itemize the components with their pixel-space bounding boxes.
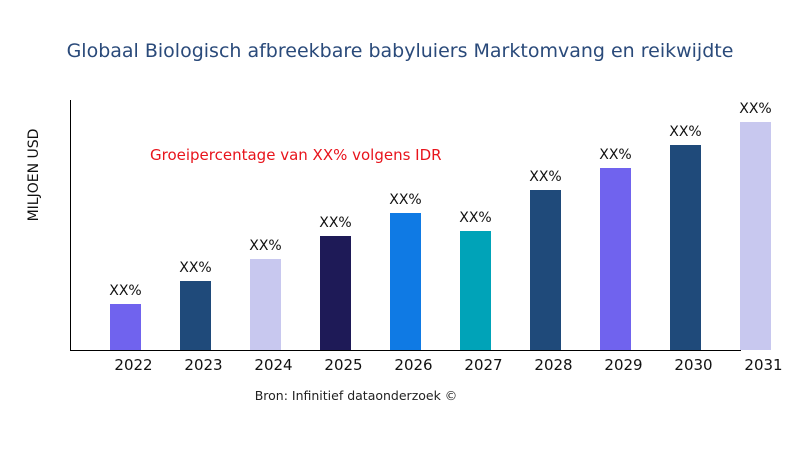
x-tick-label: 2029	[604, 356, 642, 374]
x-tick-label: 2022	[114, 356, 152, 374]
x-tick-label: 2026	[394, 356, 432, 374]
bar-2025	[320, 236, 351, 350]
x-tick-label: 2025	[324, 356, 362, 374]
data-label: XX%	[109, 283, 141, 299]
x-tick-label: 2024	[254, 356, 292, 374]
data-label: XX%	[739, 101, 771, 117]
bar-2029	[600, 168, 631, 350]
data-label: XX%	[529, 169, 561, 185]
data-label: XX%	[319, 215, 351, 231]
bar-2024	[250, 259, 281, 350]
source-note: Bron: Infinitief dataonderzoek ©	[254, 388, 458, 403]
bar-2026	[390, 213, 421, 350]
bar-2027	[460, 231, 491, 350]
data-label: XX%	[249, 238, 281, 254]
bar-2031	[740, 122, 771, 350]
data-label: XX%	[459, 210, 491, 226]
chart-title: Globaal Biologisch afbreekbare babyluier…	[66, 40, 734, 62]
bar-2028	[530, 190, 561, 350]
growth-annotation: Groeipercentage van XX% volgens IDR	[150, 146, 442, 164]
x-tick-label: 2030	[674, 356, 712, 374]
data-label: XX%	[389, 192, 421, 208]
x-tick-label: 2027	[464, 356, 502, 374]
x-tick-label: 2031	[744, 356, 782, 374]
bar-2022	[110, 304, 141, 350]
x-tick-label: 2028	[534, 356, 572, 374]
x-tick-label: 2023	[184, 356, 222, 374]
data-label: XX%	[599, 147, 631, 163]
bar-2030	[670, 145, 701, 350]
data-label: XX%	[179, 260, 211, 276]
data-label: XX%	[669, 124, 701, 140]
bar-2023	[180, 281, 211, 350]
